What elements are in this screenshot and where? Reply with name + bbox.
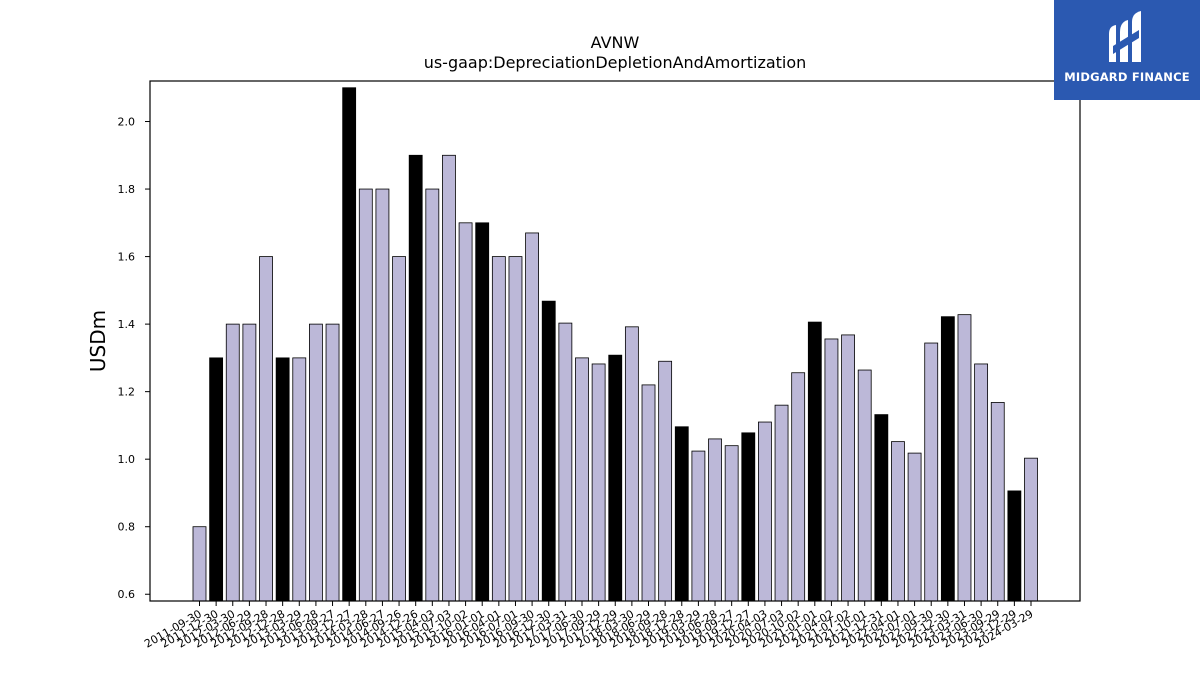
- bar-2016-07-01: [508, 256, 523, 602]
- bar-2016-01-01: [475, 222, 490, 602]
- y-tick-label: 0.6: [118, 588, 136, 601]
- bar-2021-07-02: [841, 334, 855, 602]
- bar-2017-06-30: [575, 357, 589, 602]
- bar-2017-09-29: [591, 363, 606, 602]
- bar-2013-03-29: [292, 357, 307, 602]
- bar-2018-09-28: [658, 360, 673, 602]
- bar-2019-06-28: [708, 438, 722, 602]
- bar-2013-12-27: [342, 87, 357, 602]
- bar-2016-09-30: [525, 232, 539, 602]
- bar-series: [192, 87, 1038, 602]
- midgard-logo-icon: [1101, 8, 1153, 74]
- brand-name: MIDGARD FINANCE: [1064, 70, 1190, 84]
- brand-logo: MIDGARD FINANCE: [1054, 0, 1200, 100]
- bar-2017-12-29: [608, 354, 623, 602]
- bar-2018-12-28: [674, 426, 689, 602]
- y-tick-label: 1.4: [118, 318, 136, 331]
- bar-2015-04-03: [425, 188, 440, 602]
- bar-2012-12-28: [275, 357, 290, 602]
- y-tick-label: 1.0: [118, 453, 136, 466]
- plot-frame: [149, 80, 1081, 602]
- y-tick-label: 1.2: [118, 386, 136, 399]
- bar-2014-12-26: [408, 154, 423, 602]
- bar-2019-09-27: [724, 445, 739, 602]
- bar-2020-07-03: [774, 404, 789, 602]
- bar-2016-04-01: [491, 256, 506, 602]
- bar-2024-03-29: [1024, 457, 1038, 602]
- y-tick-label: 1.8: [118, 183, 136, 196]
- bar-2023-03-31: [957, 314, 972, 602]
- bar-2011-09-30: [192, 526, 207, 602]
- bar-2019-12-27: [741, 432, 756, 602]
- bar-2021-12-31: [874, 414, 889, 602]
- bar-2022-04-01: [891, 441, 905, 602]
- y-tick-label: 0.8: [118, 521, 136, 534]
- bar-2020-04-03: [758, 421, 772, 602]
- y-tick-label: 2.0: [118, 116, 136, 129]
- bar-2018-06-29: [641, 384, 656, 602]
- bar-2018-03-30: [624, 326, 639, 602]
- bar-2013-09-27: [325, 323, 340, 602]
- bar-2015-07-03: [442, 154, 456, 602]
- bar-2013-06-28: [309, 323, 323, 602]
- bar-2023-12-29: [1007, 490, 1022, 602]
- bar-2014-09-26: [392, 256, 406, 602]
- y-axis-ticks: 0.6 0.8 1.0 1.2 1.4 1.6 1.8 2.0: [118, 116, 150, 601]
- x-axis-ticks: 2011-09-302011-12-302012-03-302012-06-29…: [142, 601, 1036, 651]
- bar-2011-12-30: [209, 357, 224, 602]
- bar-2012-09-28: [259, 256, 273, 602]
- y-tick-label: 1.6: [118, 251, 136, 264]
- y-axis-label: USDm: [86, 310, 110, 372]
- bar-2016-12-30: [541, 300, 556, 602]
- bar-2022-07-01: [907, 452, 922, 602]
- bar-2023-06-30: [974, 363, 989, 602]
- chart-subtitle: us-gaap:DepreciationDepletionAndAmortiza…: [424, 53, 807, 72]
- bar-2012-03-30: [225, 323, 240, 602]
- bar-2022-09-30: [924, 342, 939, 602]
- bar-2021-10-01: [857, 369, 872, 602]
- bar-2019-03-29: [691, 450, 706, 602]
- chart-title: AVNW: [591, 33, 640, 52]
- bar-2023-09-29: [990, 402, 1005, 602]
- bar-2014-06-27: [375, 188, 390, 602]
- bar-2020-10-02: [791, 372, 806, 602]
- bar-2021-01-01: [807, 321, 822, 602]
- bar-2015-10-02: [458, 222, 473, 602]
- bar-2021-04-02: [824, 338, 839, 602]
- bar-2014-03-28: [358, 188, 373, 602]
- bar-2022-12-30: [940, 316, 955, 602]
- bar-2017-03-31: [558, 322, 573, 602]
- bar-2012-06-29: [242, 323, 257, 602]
